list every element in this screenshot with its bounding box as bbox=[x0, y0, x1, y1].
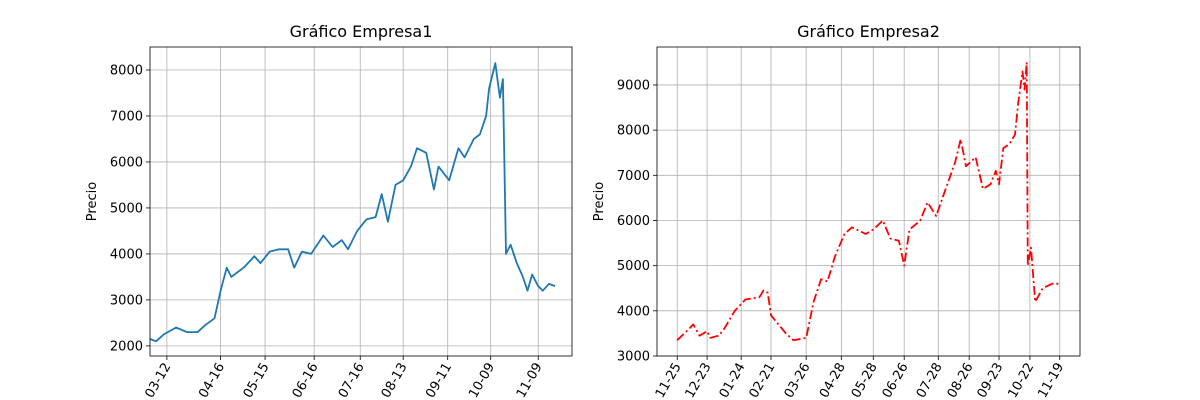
y-axis-label: Precio bbox=[592, 182, 607, 221]
x-tick-label: 06-26 bbox=[880, 361, 912, 400]
y-tick-label: 5000 bbox=[617, 259, 650, 274]
x-tick-label: 07-28 bbox=[914, 361, 946, 400]
y-tick-label: 4000 bbox=[110, 247, 143, 262]
x-tick-label: 02-21 bbox=[747, 361, 779, 400]
x-tick-label: 04-28 bbox=[817, 361, 849, 400]
x-tick-label: 08-26 bbox=[945, 361, 977, 400]
x-tick-label: 07-16 bbox=[336, 361, 368, 400]
chart-panel: Gráfico Empresa2 Precio 3000 4000 5000 6000 70… bbox=[592, 22, 1081, 400]
y-tick-label: 4000 bbox=[617, 304, 650, 319]
x-tick-label: 10-09 bbox=[466, 361, 498, 400]
axes-frame bbox=[149, 46, 573, 357]
x-tick-label: 11-25 bbox=[653, 361, 685, 400]
x-tick-label: 10-22 bbox=[1006, 361, 1038, 400]
x-tick-label: 03-26 bbox=[782, 361, 814, 400]
y-tick-label: 6000 bbox=[110, 155, 143, 170]
x-tick-label: 09-23 bbox=[975, 361, 1007, 400]
x-tick-label: 11-09 bbox=[514, 361, 546, 400]
y-tick-label: 3000 bbox=[617, 350, 650, 365]
x-tick-label: 11-19 bbox=[1035, 361, 1067, 400]
y-tick-label: 6000 bbox=[617, 214, 650, 229]
axes-frame bbox=[656, 46, 1081, 357]
x-tick-label: 04-16 bbox=[196, 361, 228, 400]
y-tick-label: 9000 bbox=[617, 78, 650, 93]
chart-title: Gráfico Empresa1 bbox=[290, 22, 433, 41]
y-tick-label: 7000 bbox=[110, 109, 143, 124]
x-tick-label: 09-11 bbox=[423, 361, 455, 400]
y-tick-label: 7000 bbox=[617, 169, 650, 184]
chart-title: Gráfico Empresa2 bbox=[797, 22, 940, 41]
y-tick-label: 2000 bbox=[110, 339, 143, 354]
y-tick-label: 8000 bbox=[110, 63, 143, 78]
y-tick-label: 8000 bbox=[617, 124, 650, 139]
x-tick-label: 05-28 bbox=[849, 361, 881, 400]
x-tick-label: 03-12 bbox=[142, 361, 174, 400]
x-tick-label: 05-15 bbox=[241, 361, 273, 400]
x-tick-label: 06-16 bbox=[290, 361, 322, 400]
data-line bbox=[149, 62, 556, 343]
data-line bbox=[676, 61, 1060, 342]
y-tick-label: 5000 bbox=[110, 201, 143, 216]
x-tick-label: 08-13 bbox=[379, 361, 411, 400]
y-axis-label: Precio bbox=[85, 182, 100, 221]
chart-panel: Gráfico Empresa1 Precio 2000 3000 4000 5000 60… bbox=[85, 22, 573, 400]
y-tick-label: 3000 bbox=[110, 293, 143, 308]
x-tick-label: 01-24 bbox=[717, 361, 749, 400]
x-tick-label: 12-23 bbox=[683, 361, 715, 400]
